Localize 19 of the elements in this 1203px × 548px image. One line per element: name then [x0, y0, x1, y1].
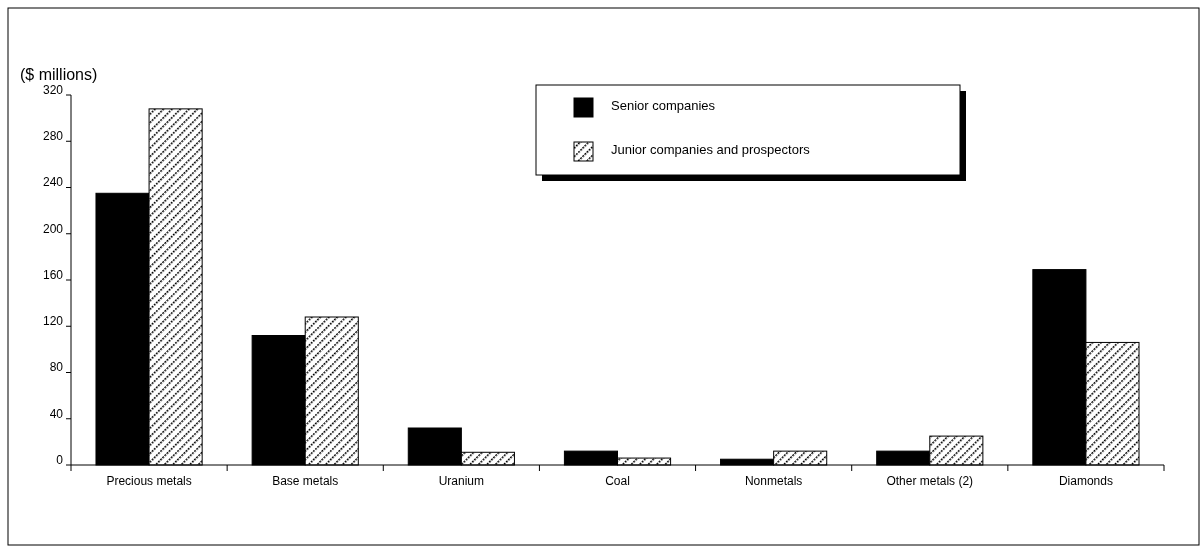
y-tick-label: 120: [42, 314, 64, 329]
x-tick-label: Base metals: [272, 474, 339, 488]
y-tick-label: 40: [49, 406, 64, 421]
y-tick-label: 0: [56, 452, 64, 467]
y-tick-label: 280: [42, 129, 64, 144]
legend-label: Senior companies: [611, 98, 716, 113]
y-tick-label: 80: [49, 360, 64, 375]
legend-label: Junior companies and prospectors: [611, 142, 811, 157]
y-tick-label: 200: [42, 221, 64, 236]
y-tick-label: 240: [42, 175, 64, 190]
y-tick-label: 320: [42, 82, 64, 97]
x-tick-label: Nonmetals: [744, 474, 803, 488]
x-tick-label: Coal: [605, 474, 630, 488]
x-tick-label: Other metals (2): [886, 474, 974, 488]
x-tick-label: Precious metals: [106, 474, 192, 488]
chart-title: ($ millions): [20, 66, 98, 83]
x-tick-label: Diamonds: [1058, 474, 1113, 488]
x-tick-label: Uranium: [438, 474, 485, 488]
y-tick-label: 160: [42, 267, 64, 282]
